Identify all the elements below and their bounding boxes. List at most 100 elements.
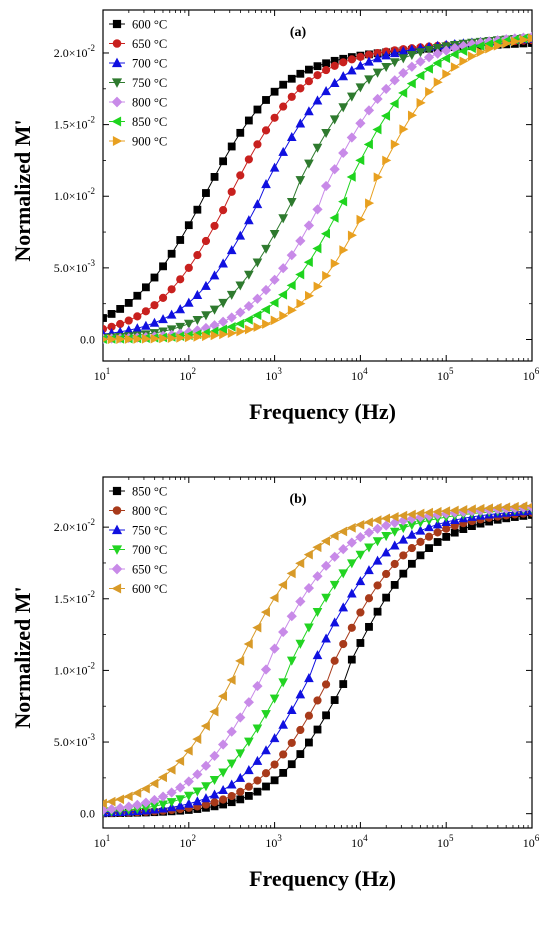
data-point bbox=[338, 569, 349, 579]
data-point bbox=[329, 213, 339, 223]
data-point bbox=[407, 51, 417, 61]
data-point bbox=[416, 97, 426, 108]
data-point bbox=[286, 280, 296, 291]
data-point bbox=[382, 155, 392, 166]
data-point bbox=[312, 608, 323, 618]
data-point bbox=[347, 623, 356, 632]
data-point bbox=[312, 143, 323, 153]
data-point bbox=[278, 626, 289, 638]
data-point bbox=[218, 298, 228, 308]
data-point bbox=[287, 74, 296, 83]
data-point bbox=[389, 540, 400, 550]
data-point bbox=[106, 804, 117, 815]
data-point bbox=[338, 103, 349, 113]
data-point bbox=[389, 527, 400, 537]
legend-marker bbox=[111, 78, 123, 88]
data-point bbox=[372, 124, 382, 135]
data-point bbox=[304, 673, 314, 683]
data-point bbox=[269, 230, 280, 240]
data-point bbox=[218, 768, 228, 778]
data-point bbox=[423, 52, 435, 63]
data-point bbox=[303, 257, 313, 268]
data-point bbox=[227, 142, 236, 151]
data-point bbox=[244, 155, 253, 164]
data-point bbox=[364, 56, 374, 66]
data-point bbox=[407, 110, 418, 121]
data-point bbox=[279, 102, 288, 111]
data-point bbox=[458, 504, 468, 515]
data-point bbox=[209, 706, 219, 717]
data-point bbox=[363, 517, 373, 528]
data-point bbox=[363, 139, 373, 150]
x-tick-label: 104 bbox=[351, 833, 368, 850]
data-point bbox=[278, 214, 289, 224]
data-point bbox=[252, 199, 263, 209]
data-point bbox=[372, 93, 383, 105]
data-point bbox=[226, 245, 237, 255]
data-point bbox=[346, 588, 357, 598]
data-point bbox=[364, 594, 374, 603]
data-point bbox=[363, 527, 375, 538]
y-tick-label: 0.0 bbox=[80, 333, 95, 347]
series-line bbox=[103, 508, 532, 813]
data-point bbox=[279, 80, 288, 89]
legend-marker bbox=[111, 545, 123, 555]
data-point bbox=[261, 769, 271, 778]
data-point bbox=[270, 87, 279, 96]
data-point bbox=[295, 176, 306, 186]
series-group bbox=[103, 501, 532, 809]
data-point bbox=[286, 704, 297, 715]
data-point bbox=[346, 537, 357, 548]
x-tick-label: 101 bbox=[94, 833, 111, 850]
data-point bbox=[432, 519, 443, 529]
data-point bbox=[372, 68, 383, 78]
data-point bbox=[356, 214, 366, 225]
data-point bbox=[296, 298, 306, 309]
data-point bbox=[286, 568, 296, 579]
data-point bbox=[398, 88, 408, 98]
data-point bbox=[459, 56, 469, 66]
data-point bbox=[425, 544, 433, 553]
data-point bbox=[226, 726, 237, 737]
data-point bbox=[526, 503, 532, 509]
data-point bbox=[252, 258, 263, 268]
data-point bbox=[475, 41, 485, 51]
data-point bbox=[201, 793, 211, 803]
data-point bbox=[381, 63, 391, 73]
data-point bbox=[381, 83, 392, 95]
data-point bbox=[322, 711, 330, 720]
data-point bbox=[235, 318, 245, 329]
data-point bbox=[261, 179, 271, 189]
legend-marker bbox=[112, 19, 122, 29]
data-point bbox=[192, 289, 203, 299]
y-tick-label: 1.5×10-2 bbox=[54, 589, 95, 606]
data-point bbox=[406, 509, 416, 520]
data-point bbox=[166, 798, 177, 808]
data-point bbox=[416, 551, 425, 560]
data-point bbox=[329, 164, 340, 175]
data-point bbox=[226, 321, 236, 332]
data-point bbox=[295, 596, 306, 607]
data-point bbox=[103, 804, 109, 816]
data-point bbox=[269, 162, 280, 172]
data-point bbox=[355, 519, 365, 530]
data-point bbox=[107, 334, 117, 345]
data-point bbox=[183, 798, 194, 808]
plot-frame bbox=[102, 476, 533, 829]
data-point bbox=[116, 334, 126, 345]
data-point bbox=[226, 779, 237, 789]
data-point bbox=[192, 796, 203, 806]
data-point bbox=[235, 281, 246, 291]
data-point bbox=[330, 61, 339, 70]
data-point bbox=[329, 580, 340, 590]
data-point bbox=[124, 316, 133, 325]
data-point bbox=[305, 738, 313, 747]
y-tick-label: 1.0×10-2 bbox=[54, 186, 95, 203]
data-point bbox=[338, 544, 349, 555]
data-point bbox=[339, 639, 348, 649]
data-point bbox=[201, 311, 211, 321]
data-point bbox=[278, 719, 289, 729]
data-point bbox=[424, 45, 434, 55]
legend-label: 900 °C bbox=[132, 135, 167, 149]
data-point bbox=[346, 132, 357, 143]
